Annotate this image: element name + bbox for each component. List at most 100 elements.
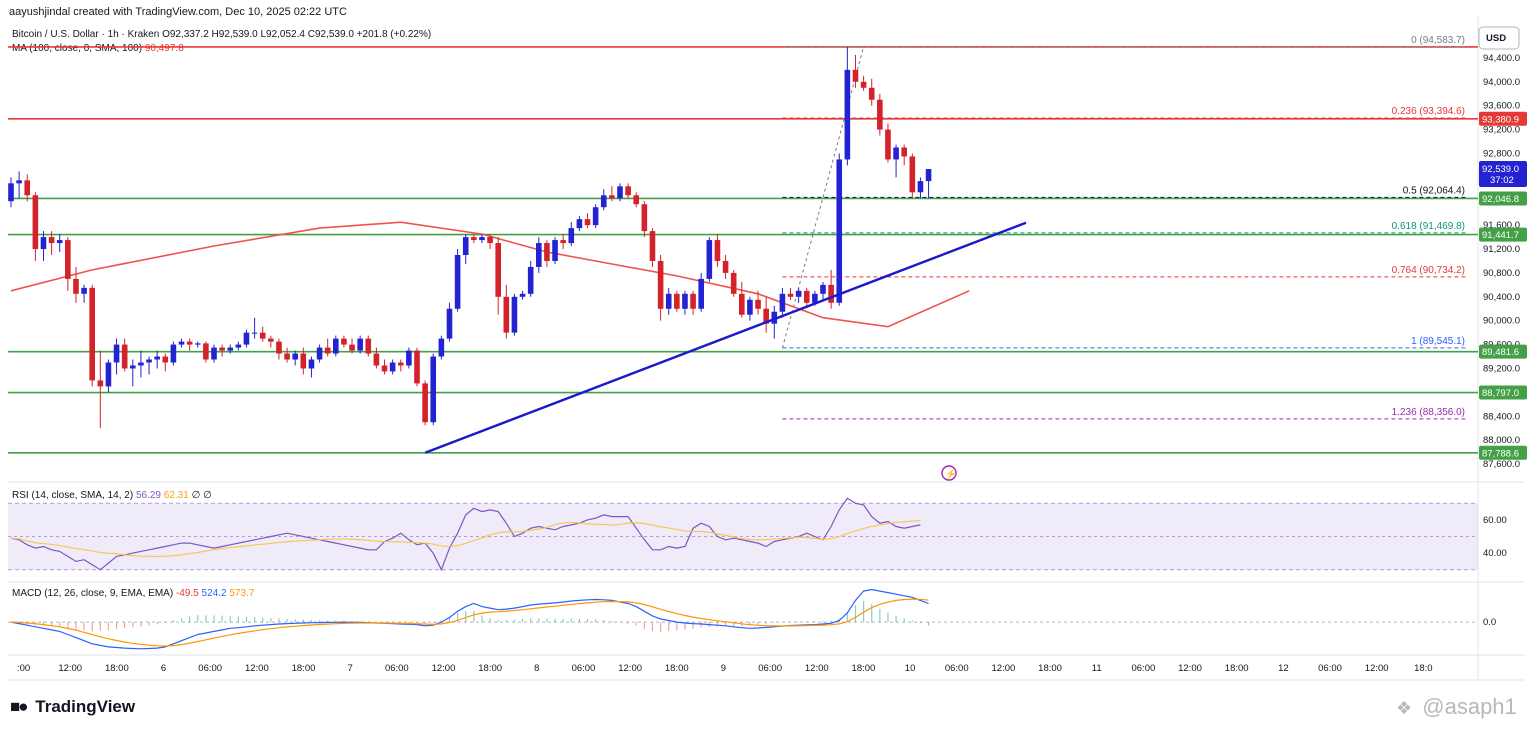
level-price-text: 91,441.7 xyxy=(1482,230,1519,241)
level-price-tag xyxy=(1479,227,1527,242)
candle-body xyxy=(755,299,761,309)
candle-body xyxy=(885,129,891,160)
candle-body xyxy=(877,99,883,130)
support-trendline xyxy=(424,221,1027,454)
candle-body xyxy=(170,344,177,363)
candle-body xyxy=(511,296,518,333)
candle-body xyxy=(454,255,461,309)
candle-body xyxy=(868,87,875,100)
candle-body xyxy=(333,338,339,354)
price-tick-label: 91,600.0 xyxy=(1483,220,1520,231)
time-tick-label: 12:00 xyxy=(1178,663,1202,674)
time-tick-label: 12:00 xyxy=(805,663,829,674)
price-tick-label: 93,600.0 xyxy=(1483,101,1520,112)
candle-body xyxy=(860,81,867,88)
time-tick-label: :00 xyxy=(17,663,30,674)
ma-legend[interactable]: MA (100, close, 0, SMA, 100) 90,497.8 xyxy=(12,43,184,54)
candle-body xyxy=(665,293,672,309)
level-price-tag xyxy=(1479,445,1527,460)
candle-body xyxy=(40,237,47,250)
time-tick-label: 18:00 xyxy=(292,663,316,674)
candle-body xyxy=(397,362,404,366)
price-chart[interactable]: 0 (94,583.7) 0.236 (93,394.6) 0.5 (92,064.… xyxy=(0,0,1535,690)
alert-icon xyxy=(941,465,957,481)
time-tick-label: 06:00 xyxy=(1131,663,1155,674)
time-tick-label: 18:00 xyxy=(1038,663,1062,674)
time-tick-label: 18:00 xyxy=(852,663,876,674)
macd-signal-value: 573.7 xyxy=(229,588,255,599)
level-price-text: 92,046.8 xyxy=(1482,194,1519,205)
candle-body xyxy=(568,228,575,244)
time-tick-label: 9 xyxy=(721,663,726,674)
candle-body xyxy=(633,195,640,205)
price-tick-label: 88,000.0 xyxy=(1483,435,1520,446)
candle-body xyxy=(812,293,818,303)
level-price-text: 89,481.6 xyxy=(1482,347,1519,358)
candle-body xyxy=(901,147,907,157)
time-tick-label: 18:0 xyxy=(1414,663,1433,674)
rsi-legend[interactable]: RSI (14, close, SMA, 14, 2) 56.29 62.31 … xyxy=(12,490,212,501)
rsi-sma-line xyxy=(10,519,921,557)
price-tick-label: 90,400.0 xyxy=(1483,292,1520,303)
candle-body xyxy=(146,359,152,363)
candle-body xyxy=(917,181,924,193)
candle-body xyxy=(162,356,169,363)
candle-body xyxy=(259,332,266,339)
time-tick-label: 12:00 xyxy=(58,663,82,674)
time-tick-label: 12:00 xyxy=(245,663,269,674)
candle-body xyxy=(625,186,631,196)
watermark-text: @asaph1 xyxy=(1422,694,1517,719)
candle-body xyxy=(925,169,932,182)
candle-body xyxy=(373,353,380,366)
time-tick-label: 10 xyxy=(905,663,916,674)
time-tick-label: 06:00 xyxy=(572,663,596,674)
macd-label: MACD (12, 26, close, 9, EMA, EMA) xyxy=(12,588,174,599)
candle-body xyxy=(690,293,696,309)
price-tick-label: 90,000.0 xyxy=(1483,316,1520,327)
level-price-text: 93,380.9 xyxy=(1482,114,1519,125)
fib-level-label: 0.5 (92,064.4) xyxy=(1403,185,1465,196)
time-tick-label: 06:00 xyxy=(198,663,222,674)
last-price-tag xyxy=(1479,161,1527,188)
level-price-text: 88,797.0 xyxy=(1482,388,1519,399)
candle-body xyxy=(203,343,209,360)
candle-body xyxy=(113,344,120,363)
candle-body xyxy=(56,240,63,244)
price-tick-label: 94,400.0 xyxy=(1483,53,1520,64)
candle-body xyxy=(73,278,79,294)
candle-body xyxy=(836,159,843,303)
fib-level-label: 0.236 (93,394.6) xyxy=(1392,106,1465,117)
macd-legend[interactable]: MACD (12, 26, close, 9, EMA, EMA) -49.5 … xyxy=(12,588,254,599)
time-tick-label: 8 xyxy=(534,663,539,674)
time-tick-label: 12:00 xyxy=(992,663,1016,674)
countdown-text: 37:02 xyxy=(1490,175,1514,186)
candle-body xyxy=(527,266,534,294)
candle-body xyxy=(389,362,396,372)
price-tick-label: 88,400.0 xyxy=(1483,411,1520,422)
candle-body xyxy=(121,344,128,369)
candle-body xyxy=(674,293,680,309)
candle-body xyxy=(154,356,160,360)
alert-icon-glyph: ⚡ xyxy=(945,468,957,480)
tradingview-brand[interactable]: ■● TradingView xyxy=(10,697,135,717)
fib-level-label: 0 (94,583.7) xyxy=(1411,35,1465,46)
ohlc-values: O92,337.2 H92,539.0 L92,052.4 C92,539.0 … xyxy=(162,29,432,40)
candle-body xyxy=(349,344,355,351)
fib-level-label: 0.764 (90,734.2) xyxy=(1392,265,1465,276)
ma-label: MA (100, close, 0, SMA, 100) xyxy=(12,43,143,54)
candle-body xyxy=(422,383,428,423)
candle-body xyxy=(649,231,656,261)
time-tick-label: 12:00 xyxy=(618,663,642,674)
fib-level-label: 0.618 (91,469.8) xyxy=(1392,221,1465,232)
candle-body xyxy=(48,237,55,244)
candle-body xyxy=(519,293,526,297)
candle-body xyxy=(24,180,31,196)
candle-body xyxy=(430,356,437,423)
symbol-legend[interactable]: Bitcoin / U.S. Dollar · 1h · Kraken O92,… xyxy=(12,29,431,40)
candle-body xyxy=(308,359,315,369)
time-tick-label: 11 xyxy=(1092,663,1102,674)
macd-line-value: 524.2 xyxy=(201,588,227,599)
chart-credit: aayushjindal created with TradingView.co… xyxy=(9,6,347,18)
level-price-tag xyxy=(1479,191,1527,206)
rsi-extra: ∅ ∅ xyxy=(191,490,212,501)
